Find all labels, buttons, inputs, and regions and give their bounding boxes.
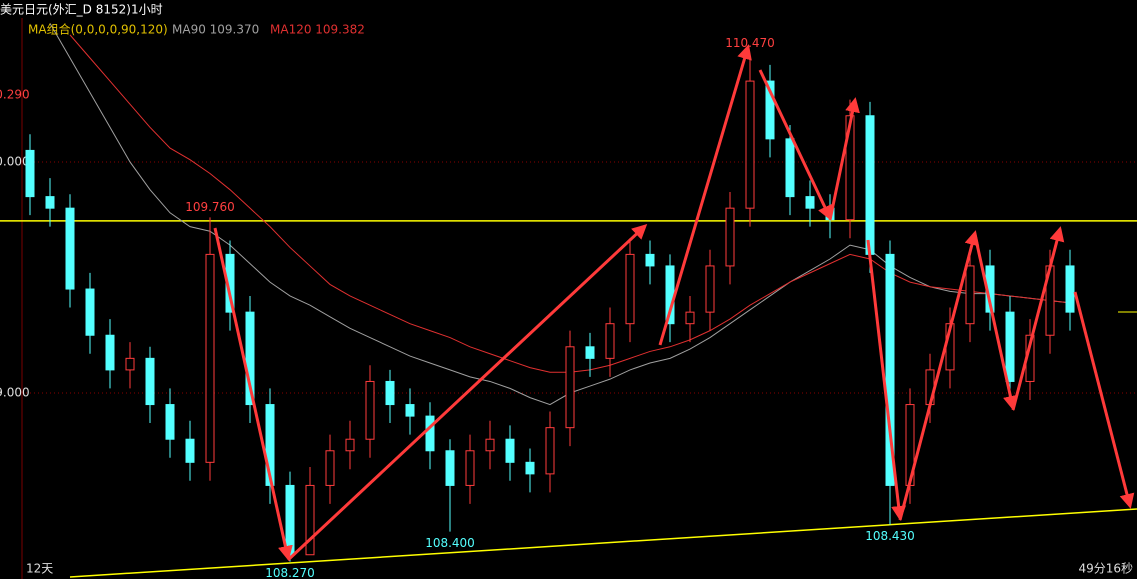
legend-entry: MA120 109.382 (270, 23, 365, 37)
candle-body (245, 311, 255, 406)
period-label: 12天 (26, 562, 53, 576)
candle-body (645, 253, 655, 267)
candle-body (505, 438, 515, 463)
candle-body (265, 404, 275, 486)
candle-body (325, 450, 335, 486)
price-marker: 110.290 (0, 87, 30, 101)
candle-body (305, 484, 315, 556)
y-tick-label: 109.000 (0, 386, 30, 400)
candle-body (405, 404, 415, 417)
candle-body (485, 438, 495, 452)
candle-body (525, 461, 535, 475)
candle-body (105, 334, 115, 371)
candle-body (745, 80, 755, 209)
arrow (1073, 291, 1135, 509)
candle-body (545, 427, 555, 475)
arrow (286, 223, 648, 562)
candle-body (465, 450, 475, 486)
candle-body (65, 207, 75, 290)
arrow (866, 239, 907, 521)
arrow (973, 234, 1018, 411)
candle-body (565, 346, 575, 429)
arrow (898, 230, 980, 521)
price-annotation: 108.270 (265, 566, 315, 579)
candle-body (585, 346, 595, 359)
ma-line (49, 23, 1071, 406)
candle-body (365, 380, 375, 440)
candle-body (845, 115, 855, 221)
candle-body (345, 438, 355, 452)
candle-body (205, 253, 215, 463)
candle-body (125, 357, 135, 371)
arrow (758, 69, 832, 221)
legend-entry: MA90 109.370 (172, 23, 259, 37)
trend-line (69, 508, 1137, 578)
candle-body (45, 196, 55, 209)
candle-body (785, 138, 795, 198)
countdown-label: 49分16秒 (1078, 562, 1133, 576)
arrow (658, 44, 752, 346)
candle-body (285, 484, 295, 556)
y-tick-label: 110.000 (0, 154, 30, 168)
price-annotation: 110.470 (725, 36, 775, 50)
candle-body (445, 450, 455, 486)
candle-body (605, 323, 615, 359)
candle-body (85, 288, 95, 336)
candle-body (805, 196, 815, 209)
candle-body (165, 404, 175, 440)
candle-body (625, 253, 635, 325)
candle-body (865, 115, 875, 255)
candle-body (385, 380, 395, 406)
price-annotation: 108.400 (425, 536, 475, 550)
arrows (213, 44, 1135, 562)
price-annotation: 109.760 (185, 200, 235, 214)
candle-body (185, 438, 195, 463)
candle-body (145, 357, 155, 406)
candle-body (765, 80, 775, 140)
candle-body (705, 265, 715, 313)
candle-body (1005, 311, 1015, 382)
ma-group-label: MA组合(0,0,0,0,90,120) (28, 22, 168, 37)
candle-body (965, 265, 975, 325)
arrow (213, 227, 293, 561)
candle-body (725, 207, 735, 267)
arrow (828, 97, 860, 221)
candle-body (1065, 265, 1075, 313)
price-annotation: 108.430 (865, 529, 915, 543)
candle-body (425, 415, 435, 452)
chart-title: 美元日元(外汇_D 8152)1小时 (0, 3, 163, 17)
candle-body (885, 253, 895, 486)
arrow (1011, 226, 1065, 411)
candle-body (685, 311, 695, 325)
candle-body (25, 149, 35, 198)
